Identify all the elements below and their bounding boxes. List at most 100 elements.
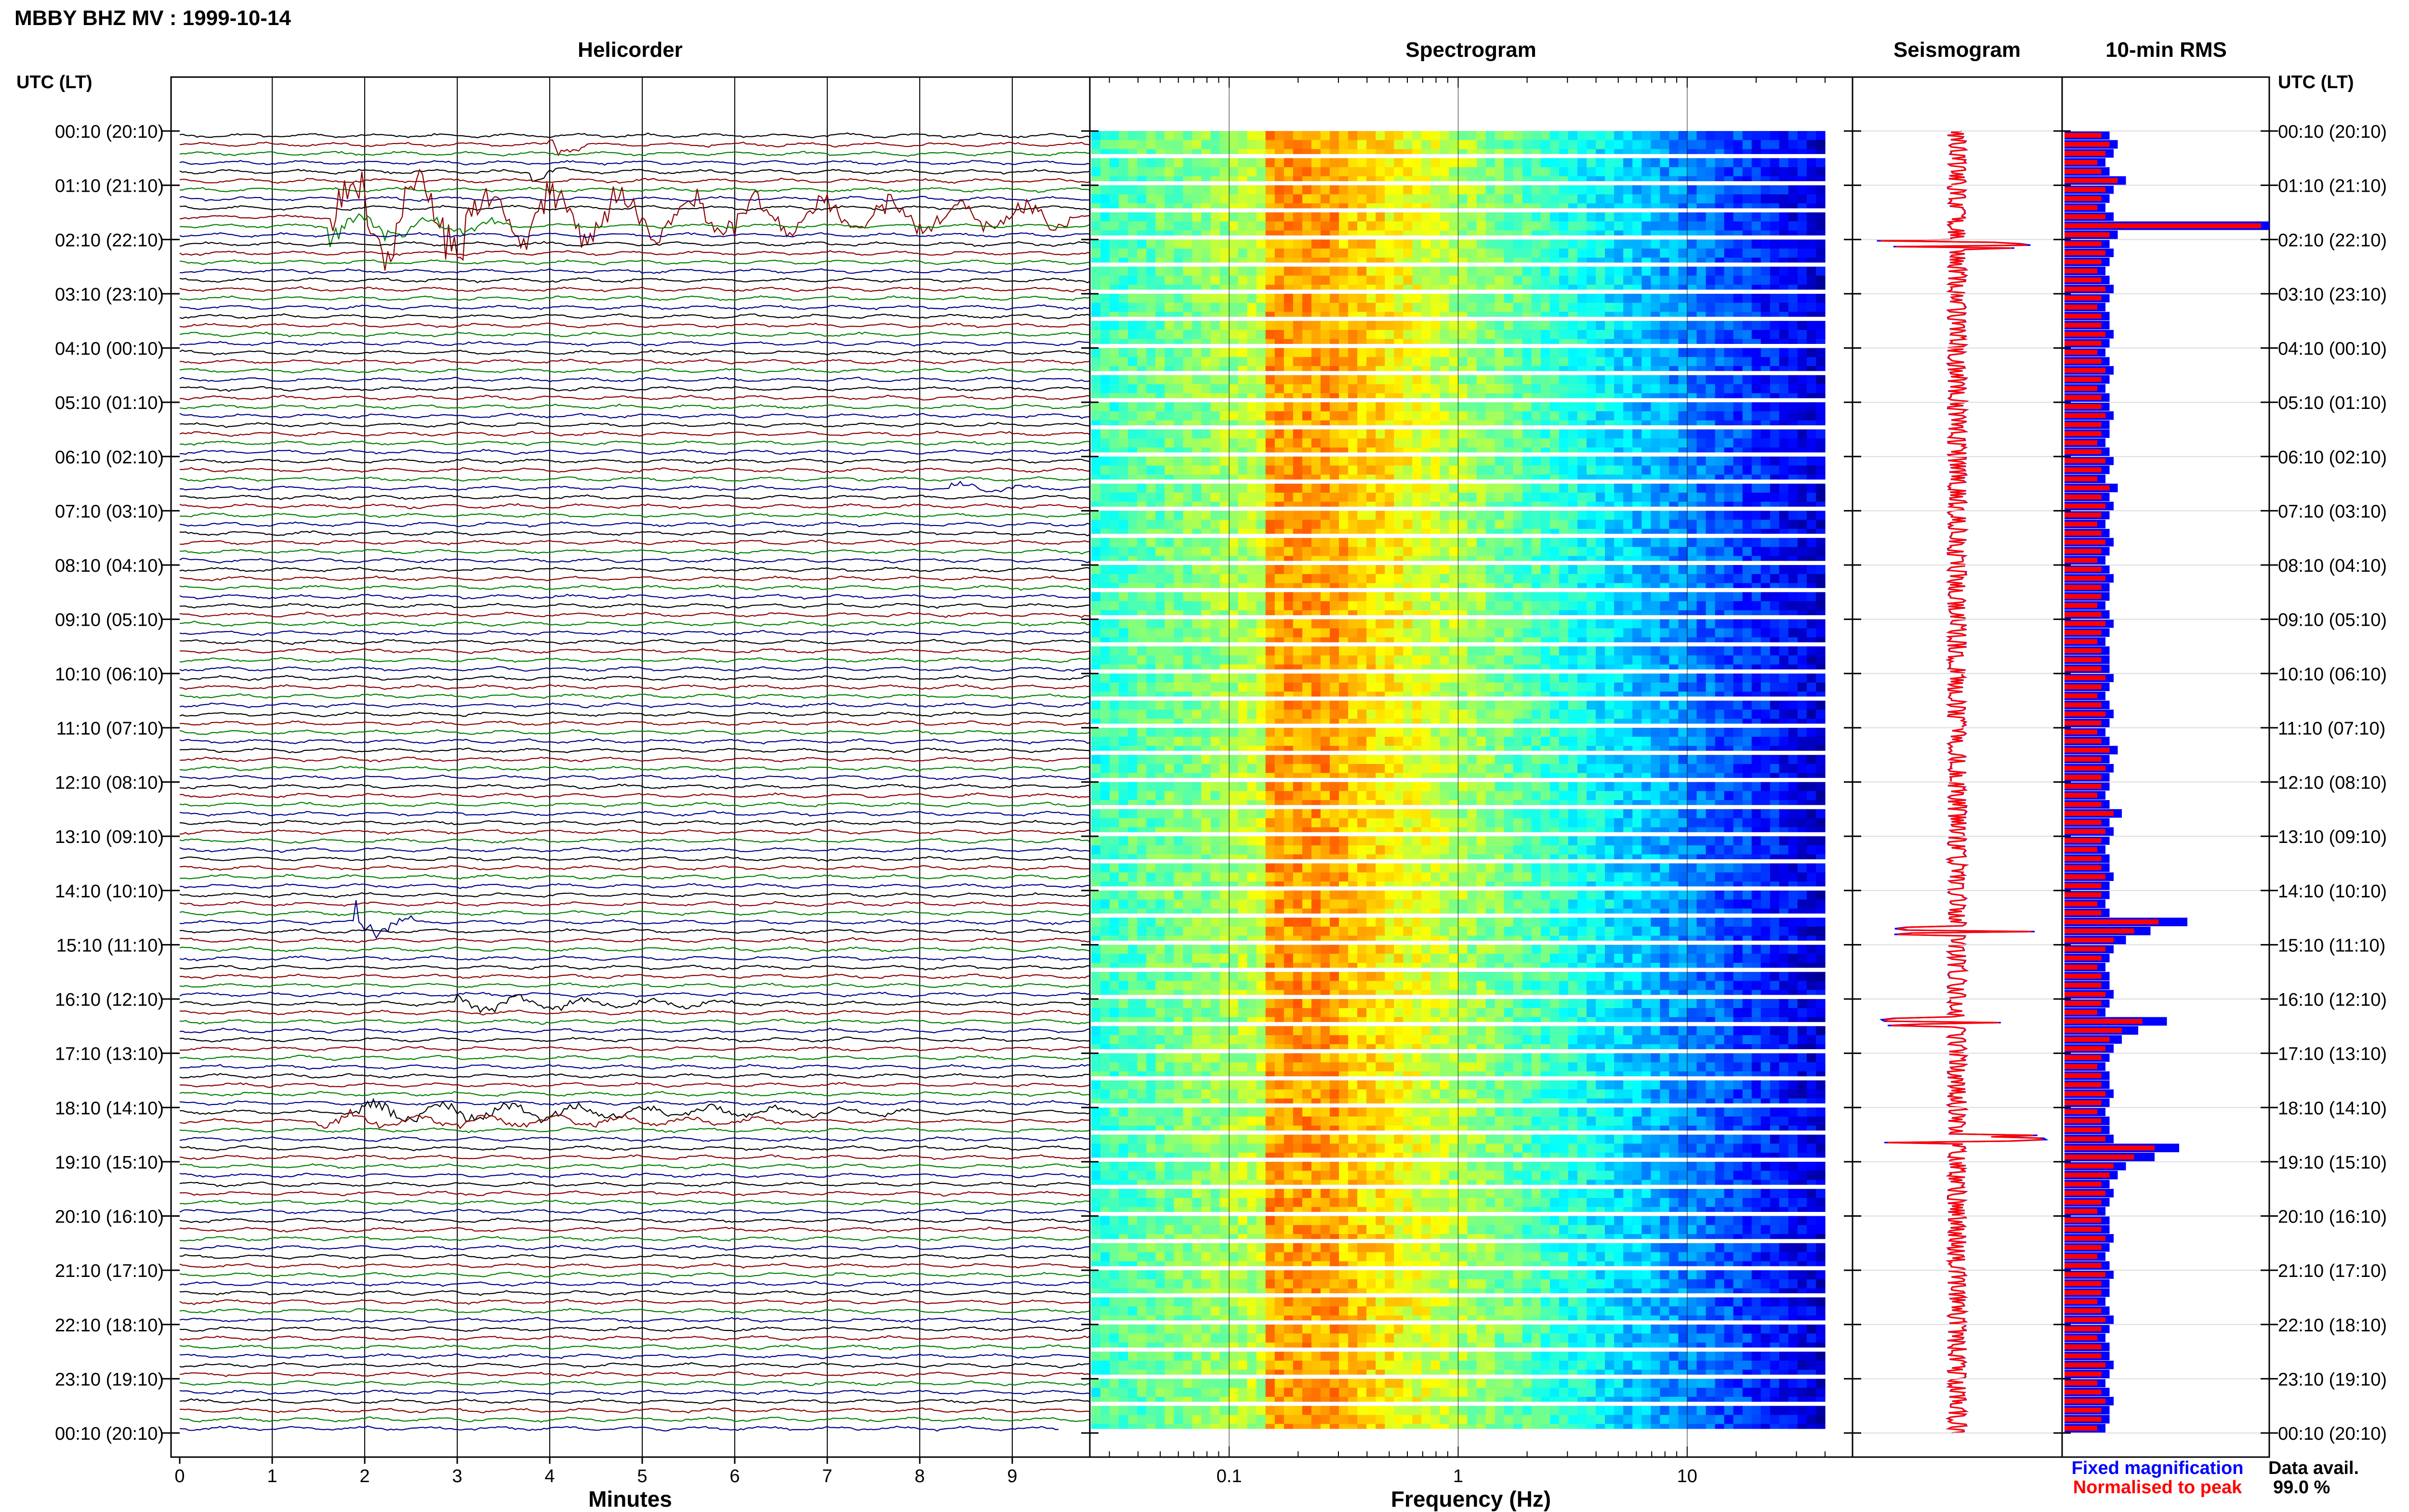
spectrogram-cell <box>1256 321 1266 330</box>
spectrogram-cell <box>1265 266 1275 276</box>
spectrogram-cell <box>1210 447 1220 453</box>
spectrogram-cell <box>1788 583 1798 588</box>
spectrogram-cell <box>1806 601 1816 611</box>
spectrogram-cell <box>1596 302 1605 312</box>
spectrogram-cell <box>1806 321 1816 330</box>
spectrogram-cell <box>1504 465 1514 475</box>
spectrogram-cell <box>1219 249 1230 258</box>
spectrogram-cell <box>1376 492 1385 502</box>
spectrogram-cell <box>1549 574 1560 583</box>
spectrogram-cell <box>1146 528 1156 534</box>
spectrogram-cell <box>1155 637 1165 643</box>
spectrogram-cell <box>1513 212 1523 222</box>
spectrogram-cell <box>1687 249 1697 258</box>
spectrogram-cell <box>1596 402 1605 412</box>
spectrogram-cell <box>1614 357 1624 367</box>
spectrogram-cell <box>1311 366 1321 371</box>
spectrogram-cell <box>1678 501 1688 507</box>
helicorder-trace <box>179 1127 1105 1133</box>
spectrogram-cell <box>1559 520 1569 529</box>
spectrogram-cell <box>1797 646 1807 656</box>
spectrogram-cell <box>1660 492 1669 502</box>
spectrogram-cell <box>1577 492 1587 502</box>
spectrogram-cell <box>1715 592 1725 602</box>
spectrogram-cell <box>1779 266 1789 276</box>
spectrogram-cell <box>1339 339 1349 344</box>
spectrogram-cell <box>1110 655 1119 665</box>
spectrogram-cell <box>1568 375 1578 384</box>
spectrogram-cell <box>1596 285 1605 290</box>
spectrogram-cell <box>1376 357 1385 367</box>
spectrogram-cell <box>1742 321 1752 330</box>
spectrogram-cell <box>1660 547 1669 556</box>
spectrogram-cell <box>1540 628 1550 638</box>
spectrogram-cell <box>1119 420 1128 425</box>
spectrogram-cell <box>1531 474 1541 480</box>
spectrogram-cell <box>1430 637 1440 643</box>
spectrogram-cell <box>1816 520 1826 529</box>
spectrogram-cell <box>1330 266 1339 276</box>
spectrogram-cell <box>1760 212 1771 222</box>
spectrogram-cell <box>1687 610 1697 616</box>
spectrogram-cell <box>1549 302 1560 312</box>
spectrogram-cell <box>1357 366 1367 371</box>
spectrogram-cell <box>1449 293 1459 303</box>
spectrogram-cell <box>1724 601 1734 611</box>
spectrogram-cell <box>1605 583 1615 588</box>
spectrogram-cell <box>1100 574 1110 583</box>
spectrogram-cell <box>1165 637 1174 643</box>
spectrogram-cell <box>1110 402 1119 412</box>
spectrogram-cell <box>1293 411 1303 421</box>
helicorder-trace <box>179 1009 1105 1016</box>
spectrogram-cell <box>1513 249 1523 258</box>
spectrogram-cell <box>1229 592 1239 602</box>
spectrogram-cell <box>1421 140 1431 149</box>
spectrogram-cell <box>1449 257 1459 263</box>
helicorder-trace <box>179 413 1105 419</box>
spectrogram-cell <box>1330 402 1339 412</box>
spectrogram-cell <box>1247 474 1257 480</box>
spectrogram-cell <box>1605 393 1615 398</box>
spectrogram-cell <box>1724 330 1734 340</box>
spectrogram-cell <box>1385 384 1394 394</box>
spectrogram-cell <box>1183 321 1192 330</box>
spectrogram-cell <box>1247 239 1257 249</box>
spectrogram-cell <box>1614 131 1624 141</box>
spectrogram-cell <box>1614 474 1624 480</box>
spectrogram-cell <box>1696 646 1707 656</box>
spectrogram-cell <box>1559 465 1569 475</box>
spectrogram-cell <box>1651 592 1660 602</box>
spectrogram-cell <box>1770 646 1780 656</box>
spectrogram-cell <box>1531 583 1541 588</box>
spectrogram-cell <box>1320 131 1330 141</box>
spectrogram-cell <box>1155 474 1165 480</box>
spectrogram-cell <box>1100 411 1110 421</box>
spectrogram-cell <box>1348 456 1358 466</box>
spectrogram-cell <box>1651 664 1660 670</box>
helicorder-trace <box>179 512 1105 518</box>
spectrogram-cell <box>1495 348 1505 357</box>
spectrogram-cell <box>1651 212 1660 222</box>
spectrogram-cell <box>1366 348 1376 357</box>
spectrogram-cell <box>1330 176 1339 182</box>
spectrogram-cell <box>1632 501 1642 507</box>
spectrogram-cell <box>1513 357 1523 367</box>
spectrogram-cell <box>1559 592 1569 602</box>
spectrogram-cell <box>1485 357 1496 367</box>
spectrogram-cell <box>1165 131 1174 141</box>
spectrogram-cell <box>1779 249 1789 258</box>
spectrogram-cell <box>1467 293 1477 303</box>
spectrogram-cell <box>1458 302 1468 312</box>
spectrogram-cell <box>1568 185 1578 195</box>
spectrogram-cell <box>1201 601 1211 611</box>
spectrogram-cell <box>1302 131 1312 141</box>
spectrogram-cell <box>1669 438 1679 448</box>
spectrogram-cell <box>1274 293 1284 303</box>
spectrogram-cell <box>1174 655 1183 665</box>
spectrogram-cell <box>1412 637 1422 643</box>
spectrogram-cell <box>1806 429 1816 439</box>
spectrogram-cell <box>1385 140 1394 149</box>
spectrogram-cell <box>1669 302 1679 312</box>
spectrogram-cell <box>1284 212 1294 222</box>
spectrogram-cell <box>1806 357 1816 367</box>
